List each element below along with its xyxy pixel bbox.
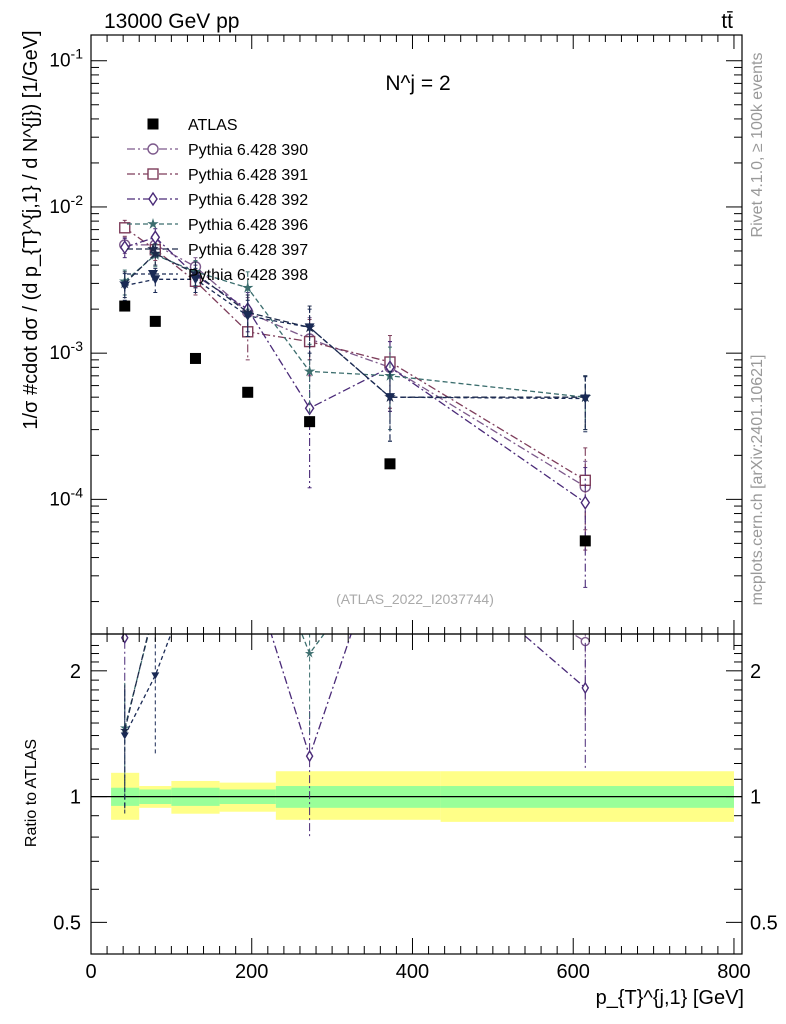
ratio-line — [571, 634, 586, 643]
ratio-frame — [90, 633, 743, 955]
ratio-point — [120, 725, 130, 735]
watermark: (ATLAS_2022_I2037744) — [336, 591, 494, 607]
legend-label: Pythia 6.428 396 — [188, 217, 308, 234]
series-atlas — [119, 300, 591, 547]
ratio-line — [124, 634, 172, 736]
main-title: N^j = 2 — [385, 72, 450, 95]
legend-item: Pythia 6.428 398 — [127, 267, 308, 284]
ratio-y-tick-label-right: 1 — [750, 787, 761, 809]
ratio-y-tick-label: 2 — [70, 661, 81, 683]
legend-label: ATLAS — [188, 117, 238, 134]
process-label: tt̄ — [721, 10, 733, 33]
data-point — [304, 323, 315, 333]
data-point — [303, 365, 316, 377]
mcplots-label: mcplots.cern.ch [arXiv:2401.10621] — [749, 355, 766, 606]
y-tick-label: 10-2 — [49, 192, 83, 218]
legend-label: Pythia 6.428 392 — [188, 192, 308, 209]
series-line — [124, 278, 586, 400]
y-tick-label: 10-3 — [49, 338, 83, 364]
rivet-label: Rivet 4.1.0, ≥ 100k events — [749, 53, 766, 238]
ratio-point — [305, 749, 314, 763]
ratio-series-pythia-6-428-398 — [120, 634, 172, 816]
legend-item: ATLAS — [147, 117, 238, 134]
data-point — [189, 352, 201, 364]
data-point — [119, 300, 131, 312]
x-tick-label: 0 — [85, 961, 96, 983]
legend-label: Pythia 6.428 398 — [188, 267, 308, 284]
legend-swatch-marker — [148, 270, 158, 279]
legend-swatch-marker — [147, 168, 159, 180]
x-tick-label: 200 — [235, 961, 268, 983]
x-axis-label: p_{T}^{j,1} [GeV] — [596, 987, 744, 1009]
data-point — [384, 393, 395, 403]
data-point — [189, 267, 202, 279]
legend-swatch-marker — [147, 218, 159, 229]
data-point — [242, 386, 254, 398]
legend-item: Pythia 6.428 397 — [127, 242, 308, 259]
legend-swatch-marker — [148, 191, 158, 207]
legend-swatch-marker — [147, 118, 159, 130]
legend-label: Pythia 6.428 397 — [188, 242, 308, 259]
legend-item: Pythia 6.428 391 — [127, 167, 308, 184]
main-panel: 10-1 10-2 10-3 10-4 N^j = 2 (ATLAS_2022_I20… — [20, 30, 743, 635]
legend-item: Pythia 6.428 392 — [127, 191, 308, 209]
data-point — [119, 240, 130, 255]
ratio-point — [120, 732, 129, 740]
data-point — [119, 281, 130, 291]
ratio-line — [124, 634, 325, 729]
ratio-y-label: Ratio to ATLAS — [23, 739, 40, 847]
x-tick-label: 800 — [717, 961, 750, 983]
legend-label: Pythia 6.428 391 — [188, 167, 308, 184]
data-point — [579, 535, 591, 547]
data-point — [304, 416, 316, 428]
legend-swatch-marker — [147, 243, 159, 254]
ratio-line — [124, 634, 586, 759]
main-y-label: 1/σ #cdot dσ / (d p_{T}^{j,1} / d N^{j})… — [20, 30, 42, 429]
data-point — [190, 275, 201, 285]
ratio-y-tick-label: 0.5 — [53, 912, 81, 934]
data-point — [149, 315, 161, 327]
data-point — [119, 222, 131, 234]
data-point — [580, 394, 591, 404]
data-point — [580, 495, 591, 510]
ratio-point — [304, 648, 315, 658]
x-tick-label: 400 — [396, 961, 429, 983]
ratio-y-tick-label-right: 2 — [750, 661, 761, 683]
ratio-point — [151, 672, 160, 680]
y-tick-label: 10-1 — [49, 46, 83, 72]
data-point — [242, 311, 253, 321]
ratio-series-pythia-6-428-390 — [571, 634, 590, 722]
y-tick-label: 10-4 — [49, 484, 83, 510]
legend-label: Pythia 6.428 390 — [188, 142, 308, 159]
legend-item: Pythia 6.428 390 — [127, 142, 308, 159]
ratio-panel: 0.5 0.5 1 1 2 2 0 200 400 600 800 Ratio to ATLAS p… — [23, 633, 778, 1009]
energy-label: 13000 GeV pp — [104, 10, 239, 33]
legend-item: Pythia 6.428 396 — [127, 217, 308, 234]
x-tick-label: 600 — [557, 961, 590, 983]
legend-swatch-marker — [147, 143, 159, 155]
legend: ATLAS Pythia 6.428 390 Pythia 6.428 391 Pyt… — [127, 117, 308, 284]
ratio-y-tick-label: 1 — [70, 787, 81, 809]
data-point — [242, 281, 254, 293]
data-point — [384, 458, 396, 470]
ratio-point — [581, 681, 590, 695]
ratio-y-tick-label-right: 0.5 — [750, 912, 778, 934]
data-point — [304, 400, 315, 416]
